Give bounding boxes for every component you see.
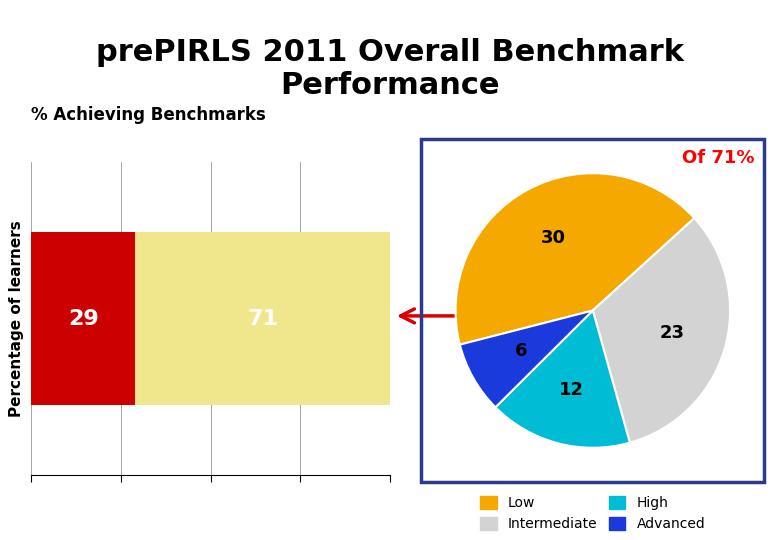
Text: Of 71%: Of 71% [682,149,754,167]
Text: 12: 12 [559,381,584,399]
Text: 6: 6 [515,342,527,360]
Text: 71: 71 [247,308,278,329]
Y-axis label: Percentage of learners: Percentage of learners [9,220,24,417]
Text: % Achieving Benchmarks: % Achieving Benchmarks [31,106,266,124]
Bar [31,232,135,405]
Text: prePIRLS 2011 Overall Benchmark
Performance: prePIRLS 2011 Overall Benchmark Performa… [96,38,684,100]
Legend: Low, Intermediate, High, Advanced: Low, Intermediate, High, Advanced [475,491,711,537]
Bar [135,232,390,405]
Text: 23: 23 [659,324,685,342]
Wedge shape [593,218,730,443]
Wedge shape [456,173,694,345]
Text: 30: 30 [541,229,566,247]
Wedge shape [495,310,630,448]
Text: 29: 29 [68,308,98,329]
Wedge shape [460,310,593,407]
